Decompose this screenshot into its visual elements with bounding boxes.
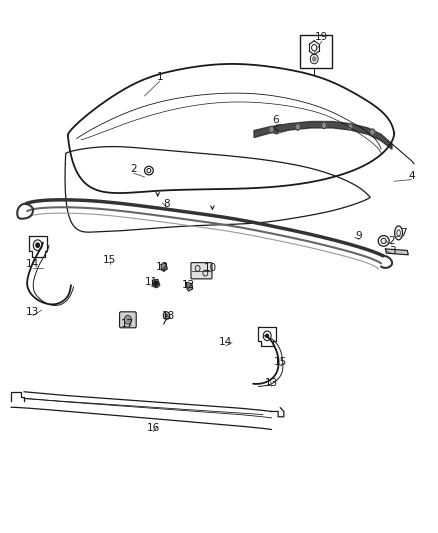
Text: 5: 5 — [272, 126, 279, 135]
Circle shape — [187, 284, 192, 289]
Circle shape — [266, 334, 268, 337]
Text: 16: 16 — [147, 423, 160, 433]
Circle shape — [295, 124, 300, 130]
Polygon shape — [385, 249, 408, 255]
Circle shape — [154, 281, 158, 286]
Text: 18: 18 — [162, 311, 175, 320]
Text: 7: 7 — [399, 228, 406, 238]
Text: 13: 13 — [265, 378, 278, 387]
Text: 15: 15 — [274, 358, 287, 367]
Polygon shape — [254, 122, 392, 149]
FancyBboxPatch shape — [191, 263, 212, 279]
Text: 14: 14 — [219, 337, 232, 347]
Text: 14: 14 — [26, 259, 39, 269]
Text: 9: 9 — [356, 231, 363, 240]
Circle shape — [312, 57, 316, 61]
Text: 13: 13 — [26, 307, 39, 317]
Text: 12: 12 — [155, 262, 169, 271]
Text: 15: 15 — [103, 255, 116, 265]
Text: 8: 8 — [163, 199, 170, 208]
Text: 1: 1 — [156, 72, 163, 82]
Text: 2: 2 — [130, 165, 137, 174]
Circle shape — [348, 124, 353, 130]
Text: 2: 2 — [389, 236, 396, 246]
Text: 10: 10 — [204, 263, 217, 272]
FancyBboxPatch shape — [120, 312, 136, 328]
Circle shape — [36, 243, 39, 247]
Circle shape — [269, 126, 274, 133]
Text: 3: 3 — [389, 246, 396, 255]
Text: 6: 6 — [272, 115, 279, 125]
Text: 11: 11 — [145, 278, 158, 287]
Circle shape — [162, 265, 166, 270]
Text: 17: 17 — [120, 319, 134, 328]
Text: 19: 19 — [315, 33, 328, 42]
Circle shape — [370, 129, 375, 135]
Circle shape — [165, 314, 168, 317]
Circle shape — [321, 122, 327, 128]
Circle shape — [126, 318, 130, 322]
Text: 12: 12 — [182, 280, 195, 290]
Text: 4: 4 — [408, 171, 415, 181]
